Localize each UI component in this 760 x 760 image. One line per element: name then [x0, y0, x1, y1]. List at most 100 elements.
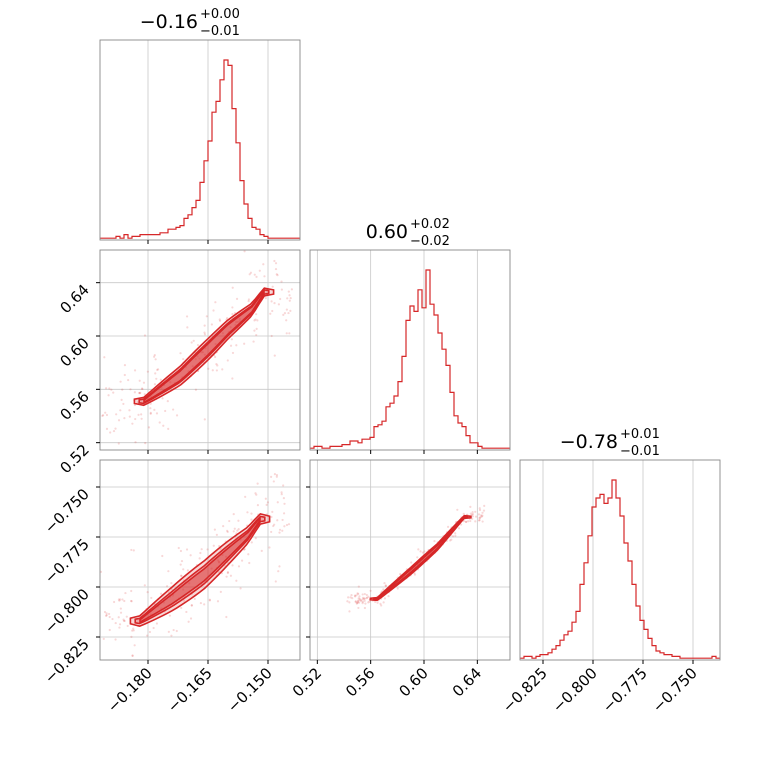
sample-point — [270, 515, 273, 519]
x-tick-label: −0.165 — [164, 664, 216, 716]
sample-point — [231, 377, 234, 380]
sample-point — [253, 329, 256, 332]
sample-point — [283, 312, 287, 315]
sample-point — [281, 518, 284, 522]
sample-point — [271, 285, 274, 288]
sample-point — [114, 638, 117, 641]
sample-point — [387, 595, 390, 598]
sample-point — [121, 598, 124, 601]
sample-point — [469, 519, 472, 523]
sample-point — [248, 273, 251, 276]
x-tick-label: −0.150 — [224, 664, 276, 716]
sample-point — [140, 413, 143, 416]
sample-point — [363, 599, 366, 602]
sample-point — [190, 341, 193, 344]
sample-point — [119, 380, 122, 383]
sample-point — [203, 333, 207, 336]
sample-point — [255, 493, 258, 496]
sample-point — [191, 365, 194, 368]
sample-point — [219, 590, 222, 593]
sample-point — [164, 409, 167, 413]
pair-panel-frame — [99, 459, 301, 661]
y-tick-label: 0.64 — [56, 281, 92, 317]
sample-point — [105, 613, 108, 617]
sample-point — [357, 599, 360, 602]
sample-point — [199, 551, 202, 555]
sample-point — [168, 614, 172, 617]
sample-point — [216, 600, 220, 603]
sample-point — [182, 568, 185, 571]
sample-point — [179, 352, 182, 355]
panel-title-median: −0.16 — [140, 11, 198, 33]
sample-point — [285, 319, 288, 322]
sample-point — [356, 601, 359, 605]
sample-point — [478, 507, 481, 510]
contour-level — [376, 514, 465, 601]
sample-point — [222, 525, 225, 528]
sample-point — [268, 546, 271, 549]
sample-point — [215, 363, 218, 366]
sample-point — [237, 519, 240, 522]
sample-point — [474, 515, 478, 518]
sample-point — [120, 398, 123, 401]
sample-point — [118, 623, 122, 626]
sample-point — [198, 557, 201, 560]
sample-point — [198, 357, 201, 360]
sample-point — [258, 269, 261, 272]
sample-point — [460, 523, 463, 526]
sample-point — [193, 597, 196, 600]
sample-point — [478, 516, 481, 519]
sample-point — [127, 378, 130, 382]
sample-point — [363, 592, 366, 596]
sample-point — [358, 595, 361, 598]
sample-point — [167, 570, 170, 573]
sample-point — [175, 414, 179, 417]
sample-point — [155, 377, 158, 380]
sample-point — [133, 369, 137, 372]
sample-point — [109, 431, 112, 434]
sample-point — [150, 596, 153, 600]
sample-point — [229, 344, 233, 347]
sample-point — [275, 475, 278, 478]
sample-point — [446, 525, 450, 528]
sample-point — [477, 513, 481, 516]
sample-point — [271, 510, 274, 513]
sample-point — [214, 342, 217, 346]
sample-point — [149, 412, 152, 415]
sample-point — [214, 355, 217, 359]
sample-point — [172, 408, 175, 411]
sample-point — [117, 442, 120, 445]
sample-point — [208, 599, 211, 602]
sample-point — [363, 606, 366, 610]
sample-point — [203, 353, 206, 356]
sample-point — [481, 511, 484, 514]
sample-point — [179, 549, 183, 553]
sample-point — [454, 532, 457, 535]
sample-point — [205, 315, 208, 318]
sample-point — [256, 482, 259, 485]
sample-point — [180, 574, 183, 577]
sample-point — [264, 297, 267, 300]
sample-point — [383, 597, 387, 600]
sample-point — [237, 565, 241, 568]
panel-title-plus: +0.00 — [200, 7, 240, 22]
sample-point — [282, 497, 285, 500]
panel-title-minus: −0.02 — [410, 234, 450, 249]
sample-point — [188, 582, 191, 585]
sample-point — [379, 602, 382, 605]
sample-point — [124, 591, 127, 595]
sample-point — [128, 409, 131, 412]
sample-point — [189, 617, 193, 620]
sample-point — [250, 541, 253, 544]
sample-point — [149, 407, 152, 410]
sample-point — [457, 527, 461, 530]
sample-point — [287, 523, 291, 526]
sample-point — [226, 317, 229, 320]
sample-point — [250, 512, 253, 515]
sample-point — [170, 634, 173, 637]
sample-point — [215, 533, 218, 536]
sample-point — [280, 288, 283, 291]
sample-point — [271, 309, 274, 313]
sample-point — [286, 297, 289, 300]
